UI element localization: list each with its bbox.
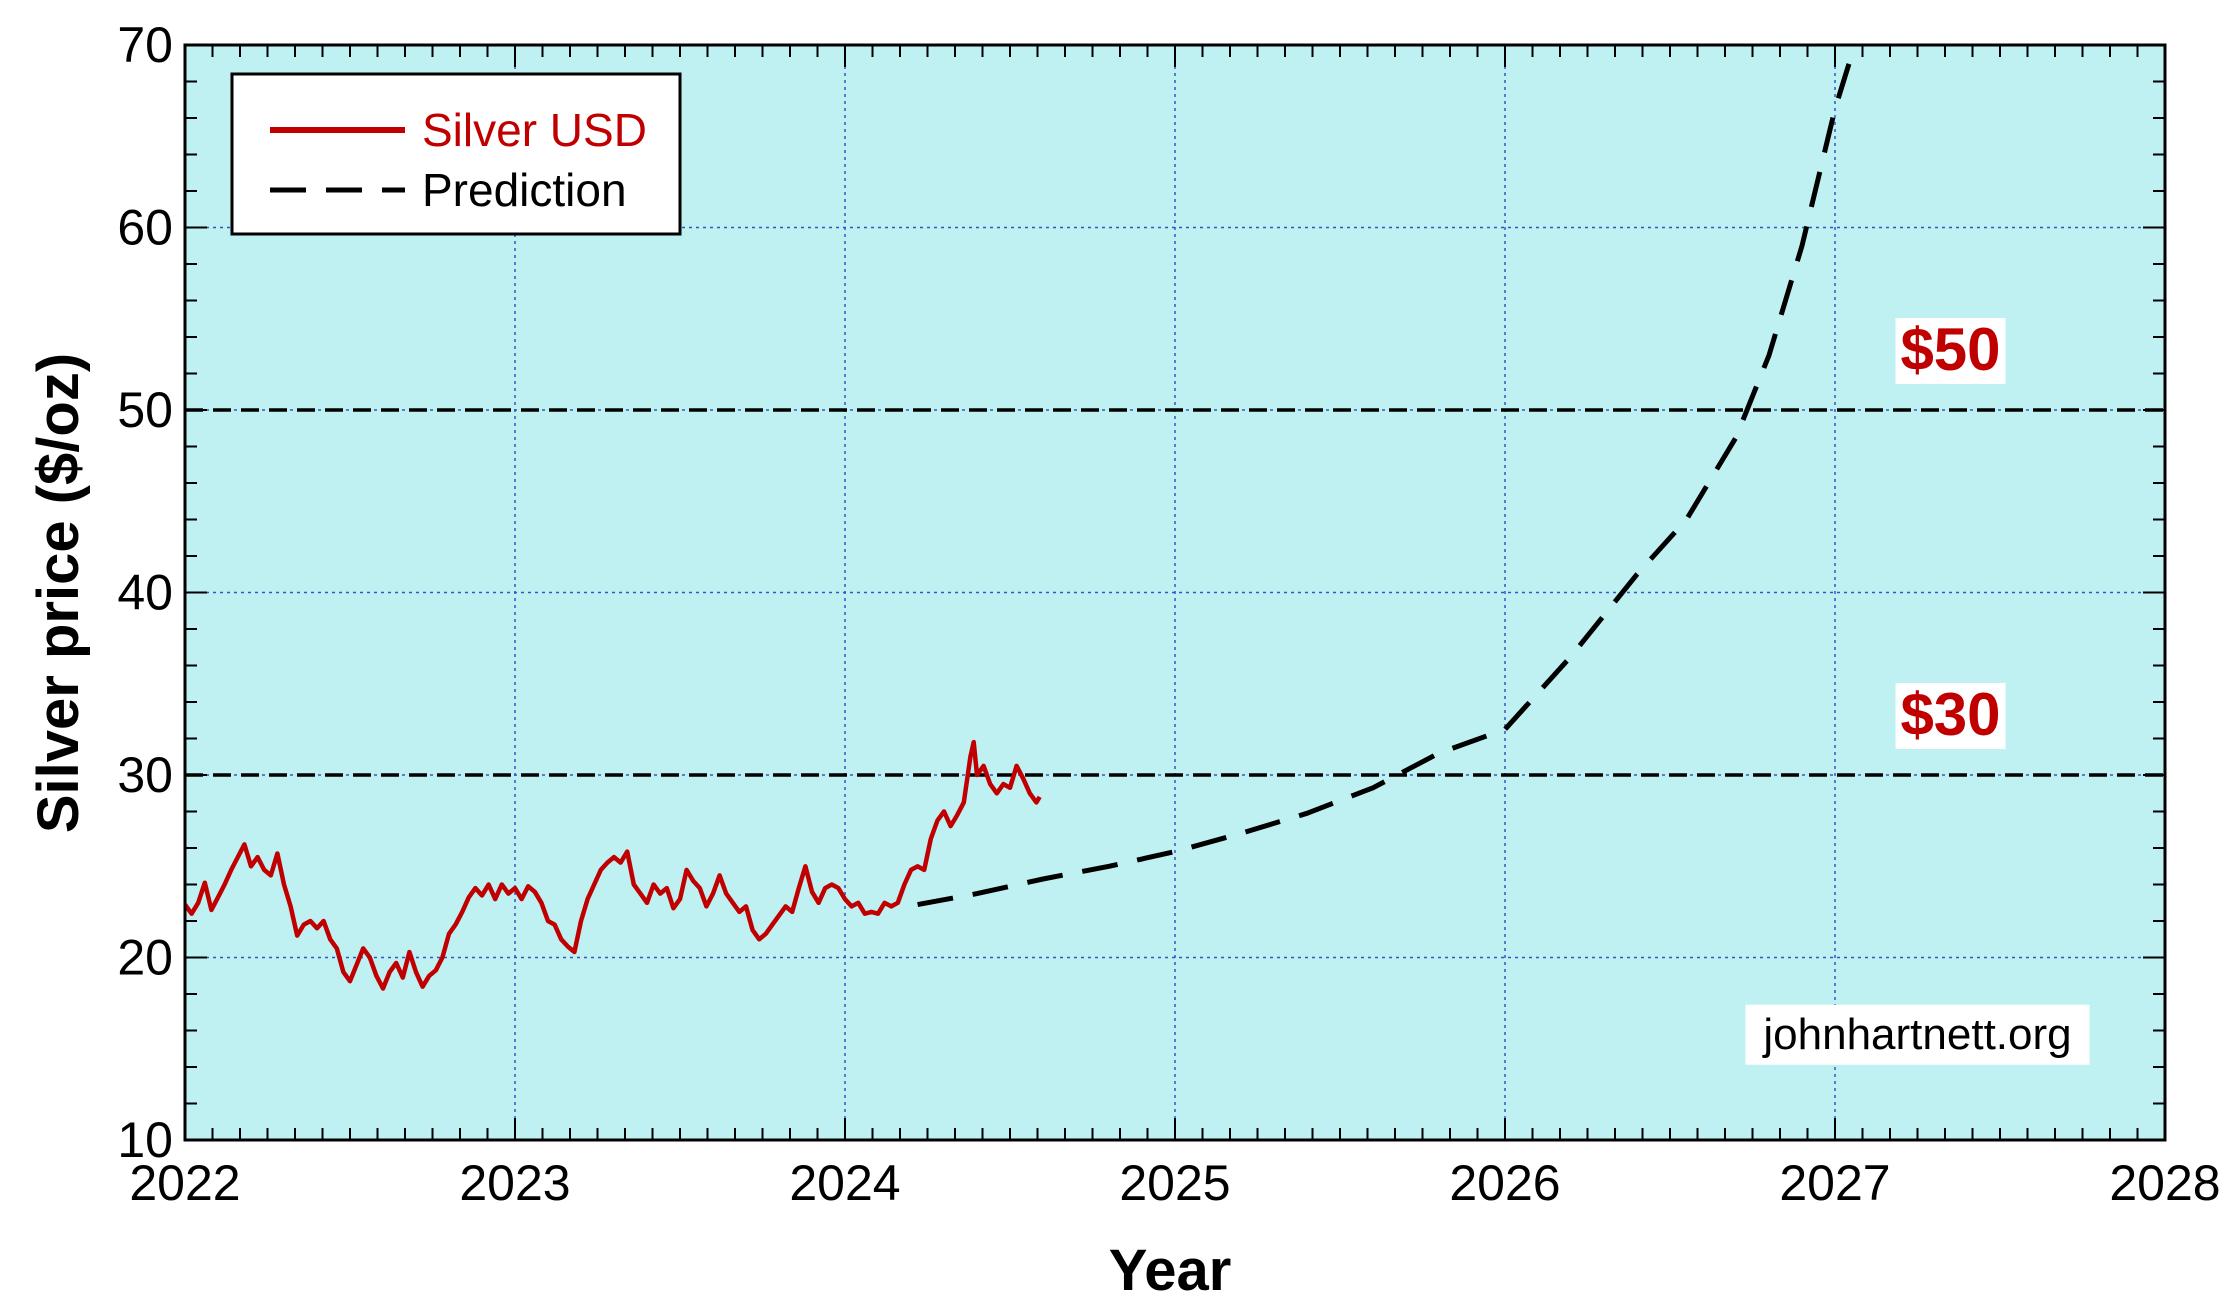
reference-label-bg-50 <box>1895 318 2006 384</box>
legend-box <box>230 72 682 236</box>
y-tick-label-20: 20 <box>117 930 173 986</box>
x-tick-label-2024: 2024 <box>789 1155 900 1211</box>
y-axis-title: Silver price ($/oz) <box>26 353 91 833</box>
legend: Silver USD Prediction <box>230 72 682 236</box>
watermark-text: johnhartnett.org <box>1761 1010 2071 1059</box>
annotations: $50 $30 johnhartnett.org <box>1745 316 2090 1065</box>
y-tick-label-70: 70 <box>117 17 173 73</box>
legend-silver-label: Silver USD <box>422 104 647 156</box>
plot-frame <box>183 43 2167 1142</box>
x-tick-label-2028: 2028 <box>2109 1155 2220 1211</box>
series-line-prediction <box>917 45 1858 908</box>
y-tick-label-60: 60 <box>117 200 173 256</box>
x-tick-label-2025: 2025 <box>1119 1155 1230 1211</box>
reference-label-bg-30 <box>1895 683 2006 749</box>
reference-label-50: $50 <box>1900 316 2000 383</box>
legend-prediction-label: Prediction <box>422 164 627 216</box>
y-tick-label-30: 30 <box>117 747 173 803</box>
reference-lines <box>185 408 2165 777</box>
tick-labels: 2022 2023 2024 2025 2026 2027 2028 10 20 30 40 50 60… <box>117 17 2220 1211</box>
x-tick-label-2026: 2026 <box>1449 1155 1560 1211</box>
y-tick-label-40: 40 <box>117 565 173 621</box>
series-layer <box>185 45 1858 991</box>
series-line-silver-usd <box>185 739 1042 991</box>
x-tick-label-2027: 2027 <box>1779 1155 1890 1211</box>
x-axis-title: Year <box>1109 1238 1232 1303</box>
watermark-bg <box>1745 1004 2090 1065</box>
y-tick-label-10: 10 <box>117 1112 173 1168</box>
reference-label-30: $30 <box>1900 681 2000 748</box>
x-tick-label-2023: 2023 <box>459 1155 570 1211</box>
x-tick-label-2022: 2022 <box>129 1155 240 1211</box>
y-tick-label-50: 50 <box>117 382 173 438</box>
